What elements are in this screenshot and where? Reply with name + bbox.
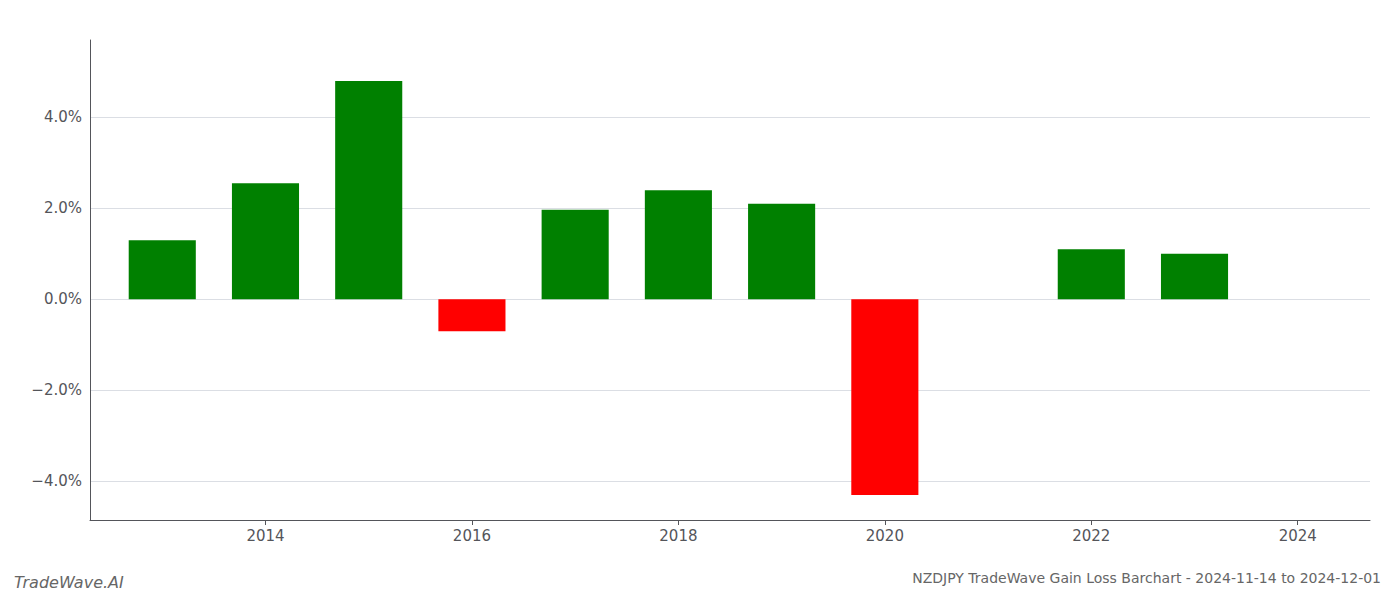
svg-text:2016: 2016 [453, 527, 491, 545]
svg-text:−4.0%: −4.0% [31, 472, 82, 490]
svg-text:2020: 2020 [866, 527, 904, 545]
svg-text:4.0%: 4.0% [44, 108, 82, 126]
svg-text:−2.0%: −2.0% [31, 381, 82, 399]
svg-text:2.0%: 2.0% [44, 199, 82, 217]
svg-text:2024: 2024 [1279, 527, 1317, 545]
svg-text:TradeWave.AI: TradeWave.AI [14, 573, 124, 592]
svg-text:0.0%: 0.0% [44, 290, 82, 308]
svg-text:NZDJPY TradeWave Gain Loss Bar: NZDJPY TradeWave Gain Loss Barchart - 20… [912, 570, 1381, 586]
svg-text:2022: 2022 [1072, 527, 1110, 545]
svg-text:2014: 2014 [246, 527, 284, 545]
svg-text:2018: 2018 [659, 527, 697, 545]
